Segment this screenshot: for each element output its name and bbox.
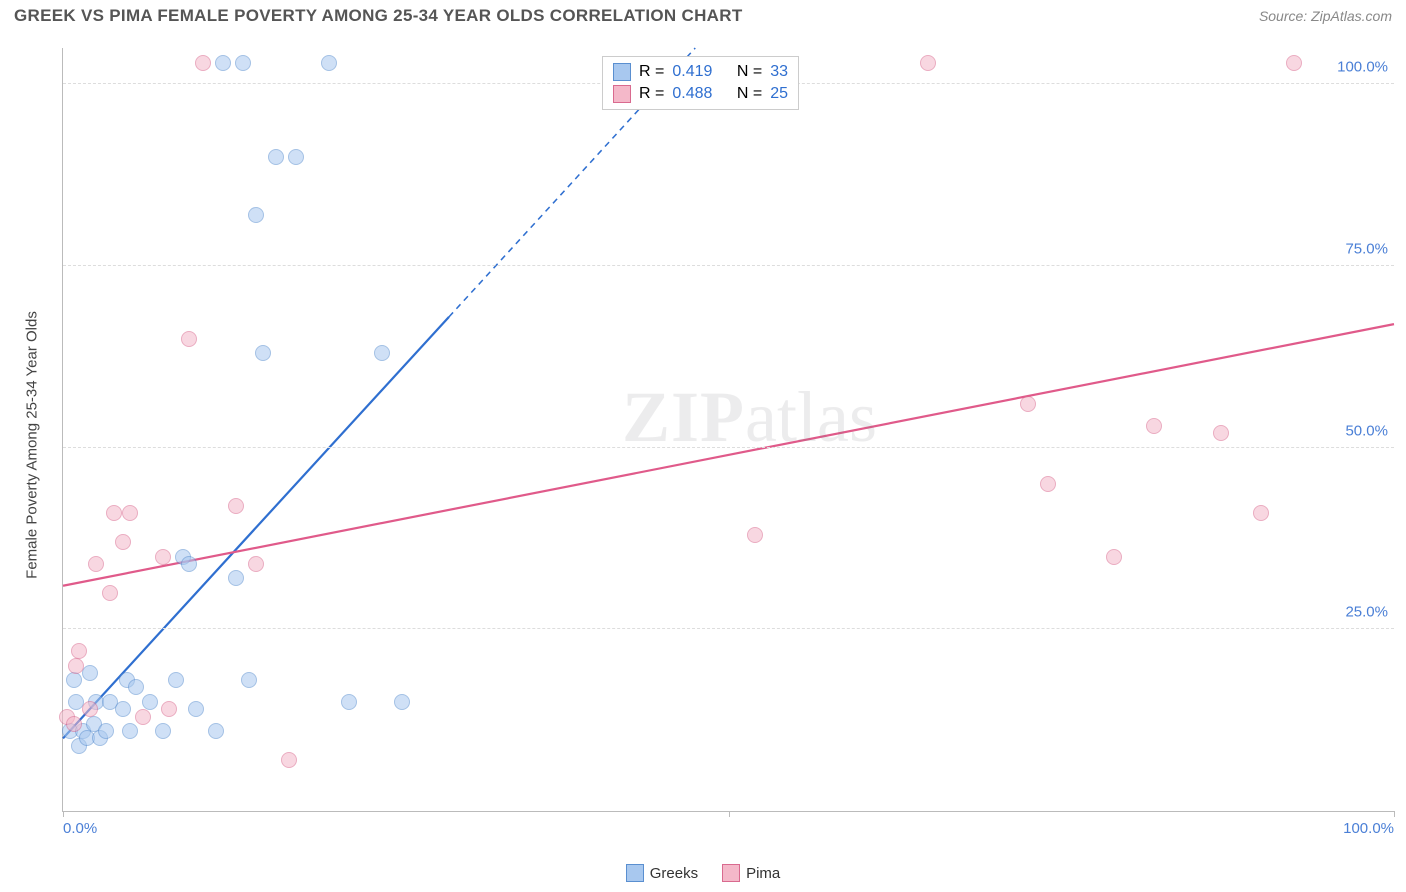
data-point (181, 556, 197, 572)
legend-swatch (722, 864, 740, 882)
legend-r-value: 0.488 (672, 85, 724, 103)
data-point (268, 149, 284, 165)
chart-area: Female Poverty Among 25-34 Year Olds 25.… (36, 48, 1394, 842)
x-tick-label: 100.0% (1343, 820, 1394, 837)
data-point (281, 752, 297, 768)
data-point (288, 149, 304, 165)
legend-r-value: 0.419 (672, 63, 724, 81)
data-point (122, 723, 138, 739)
y-tick-label: 75.0% (1345, 241, 1388, 258)
data-point (747, 527, 763, 543)
data-point (155, 723, 171, 739)
legend-swatch (613, 63, 631, 81)
data-point (161, 701, 177, 717)
data-point (1146, 418, 1162, 434)
correlation-legend: R = 0.419 N = 33 R = 0.488 N = 25 (602, 56, 799, 110)
legend-r-label: R = (639, 85, 664, 103)
legend-item: Pima (722, 864, 780, 882)
data-point (181, 331, 197, 347)
legend-item: Greeks (626, 864, 698, 882)
x-tick-mark (63, 811, 64, 817)
legend-n-value: 33 (770, 63, 788, 81)
y-tick-label: 100.0% (1337, 59, 1388, 76)
data-point (1286, 55, 1302, 71)
legend-n-label: N = (732, 63, 762, 81)
data-point (1106, 549, 1122, 565)
data-point (1040, 476, 1056, 492)
data-point (255, 345, 271, 361)
trend-lines (63, 48, 1394, 811)
data-point (128, 679, 144, 695)
y-axis-label: Female Poverty Among 25-34 Year Olds (24, 311, 41, 579)
legend-swatch (626, 864, 644, 882)
data-point (920, 55, 936, 71)
x-tick-label: 0.0% (63, 820, 97, 837)
data-point (195, 55, 211, 71)
data-point (66, 716, 82, 732)
data-point (102, 585, 118, 601)
data-point (208, 723, 224, 739)
legend-swatch (613, 85, 631, 103)
data-point (135, 709, 151, 725)
data-point (215, 55, 231, 71)
gridline-h (63, 628, 1394, 629)
data-point (228, 498, 244, 514)
data-point (235, 55, 251, 71)
data-point (1253, 505, 1269, 521)
data-point (321, 55, 337, 71)
correlation-legend-row: R = 0.488 N = 25 (613, 83, 788, 105)
data-point (248, 556, 264, 572)
x-tick-mark (729, 811, 730, 817)
y-tick-label: 25.0% (1345, 604, 1388, 621)
chart-title: GREEK VS PIMA FEMALE POVERTY AMONG 25-34… (14, 6, 743, 26)
chart-source: Source: ZipAtlas.com (1259, 8, 1392, 24)
data-point (241, 672, 257, 688)
data-point (374, 345, 390, 361)
data-point (188, 701, 204, 717)
data-point (106, 505, 122, 521)
legend-label: Pima (746, 865, 780, 882)
data-point (1020, 396, 1036, 412)
data-point (142, 694, 158, 710)
data-point (82, 701, 98, 717)
plot-region: 25.0%50.0%75.0%100.0%0.0%100.0%ZIPatlasR… (62, 48, 1394, 812)
legend-bottom: Greeks Pima (0, 864, 1406, 882)
data-point (68, 658, 84, 674)
data-point (88, 556, 104, 572)
gridline-h (63, 265, 1394, 266)
data-point (98, 723, 114, 739)
data-point (341, 694, 357, 710)
x-tick-mark (1394, 811, 1395, 817)
data-point (1213, 425, 1229, 441)
gridline-h (63, 447, 1394, 448)
data-point (168, 672, 184, 688)
data-point (122, 505, 138, 521)
legend-r-label: R = (639, 63, 664, 81)
data-point (155, 549, 171, 565)
chart-header: GREEK VS PIMA FEMALE POVERTY AMONG 25-34… (0, 0, 1406, 30)
data-point (115, 534, 131, 550)
data-point (115, 701, 131, 717)
data-point (248, 207, 264, 223)
data-point (71, 643, 87, 659)
legend-n-label: N = (732, 85, 762, 103)
legend-n-value: 25 (770, 85, 788, 103)
data-point (394, 694, 410, 710)
y-tick-label: 50.0% (1345, 422, 1388, 439)
correlation-legend-row: R = 0.419 N = 33 (613, 61, 788, 83)
legend-label: Greeks (650, 865, 698, 882)
data-point (228, 570, 244, 586)
data-point (66, 672, 82, 688)
